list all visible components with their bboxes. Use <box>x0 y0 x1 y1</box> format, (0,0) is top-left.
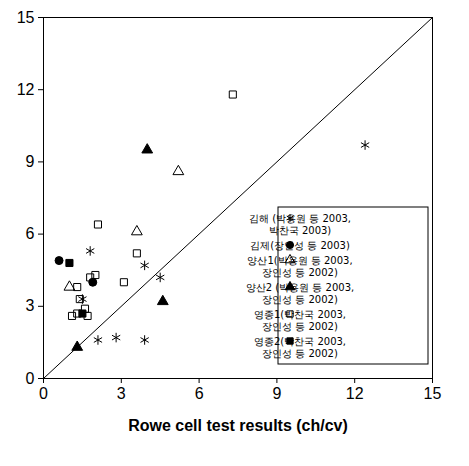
svg-text:박찬국 2003): 박찬국 2003) <box>269 225 332 236</box>
svg-text:12: 12 <box>346 385 364 402</box>
svg-text:3: 3 <box>26 297 35 314</box>
svg-text:장인성 등 2002): 장인성 등 2002) <box>262 267 338 278</box>
svg-text:영종2(박찬국 2003,: 영종2(박찬국 2003, <box>254 336 346 347</box>
svg-text:15: 15 <box>424 385 442 402</box>
svg-text:양산2 (박용원 등 2003,: 양산2 (박용원 등 2003, <box>246 282 354 293</box>
svg-text:김제(장인성 등 2003): 김제(장인성 등 2003) <box>250 240 350 251</box>
svg-text:장인성 등 2002): 장인성 등 2002) <box>262 348 338 359</box>
svg-text:Rowe cell test results (ch/cv): Rowe cell test results (ch/cv) <box>128 417 348 434</box>
svg-text:15: 15 <box>17 9 35 26</box>
svg-text:6: 6 <box>26 225 35 242</box>
svg-text:9: 9 <box>26 153 35 170</box>
svg-text:12: 12 <box>17 81 35 98</box>
svg-text:장인성 등 2002): 장인성 등 2002) <box>262 321 338 332</box>
svg-text:영종1(박찬국 2003,: 영종1(박찬국 2003, <box>254 309 346 320</box>
svg-text:양산1(박용원 등 2003,: 양산1(박용원 등 2003, <box>247 255 352 266</box>
svg-text:장인성 등 2002): 장인성 등 2002) <box>262 294 338 305</box>
svg-text:0: 0 <box>26 370 35 387</box>
svg-text:9: 9 <box>272 385 281 402</box>
svg-text:김해 (박용원 등 2003,: 김해 (박용원 등 2003, <box>249 213 351 224</box>
svg-text:3: 3 <box>117 385 126 402</box>
svg-text:0: 0 <box>39 385 48 402</box>
svg-text:6: 6 <box>195 385 204 402</box>
